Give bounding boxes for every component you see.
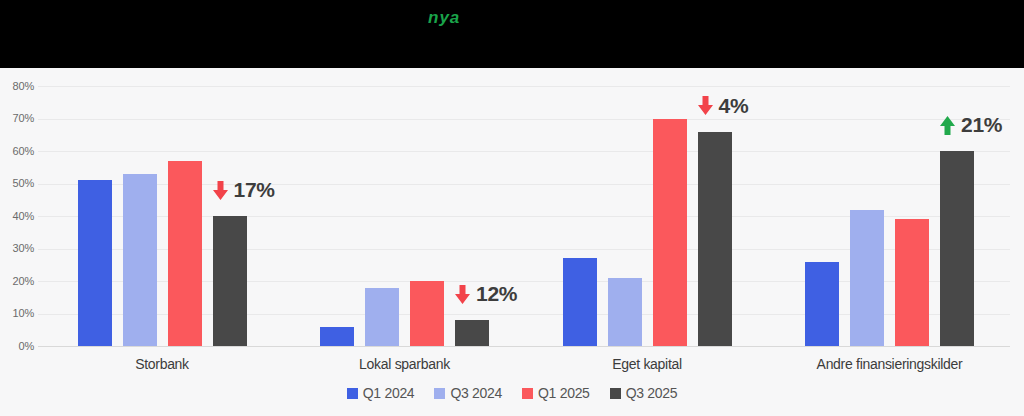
gridline	[38, 86, 1010, 87]
y-axis-tick-label: 20%	[4, 275, 34, 287]
x-axis-category-label: Andre finansieringskilder	[740, 356, 1024, 372]
change-annotation: 17%	[213, 178, 275, 202]
bar-q1-2025-eget-kapital	[653, 119, 687, 347]
gridline	[38, 346, 1010, 347]
bar-q1-2024-andre-finansieringskilder	[805, 262, 839, 347]
y-axis-tick-label: 30%	[4, 242, 34, 254]
bar-q1-2025-storbank	[168, 161, 202, 346]
change-annotation: 4%	[698, 94, 749, 118]
bar-q1-2024-eget-kapital	[563, 258, 597, 346]
arrow-up-icon	[940, 116, 955, 135]
change-annotation: 21%	[940, 113, 1002, 137]
arrow-down-icon	[455, 285, 470, 304]
arrow-down-icon	[213, 181, 228, 200]
change-percentage: 17%	[234, 178, 275, 202]
legend-item: Q1 2024	[347, 385, 415, 401]
bar-q3-2024-storbank	[123, 174, 157, 346]
arrow-down-icon	[698, 96, 713, 115]
legend-label: Q3 2025	[626, 385, 678, 401]
bar-q3-2025-storbank	[213, 216, 247, 346]
legend-label: Q1 2025	[538, 385, 590, 401]
legend-swatch	[434, 388, 445, 399]
change-percentage: 12%	[476, 282, 517, 306]
bar-q3-2025-lokal-sparbank	[455, 320, 489, 346]
y-axis-tick-label: 50%	[4, 177, 34, 189]
y-axis-tick-label: 40%	[4, 210, 34, 222]
bar-q1-2024-storbank	[78, 180, 112, 346]
gridline	[38, 151, 1010, 152]
bar-q1-2024-lokal-sparbank	[320, 327, 354, 347]
logo-text: nya	[428, 8, 460, 28]
bar-q3-2024-lokal-sparbank	[365, 288, 399, 347]
change-percentage: 21%	[961, 113, 1002, 137]
gridline	[38, 119, 1010, 120]
bar-q1-2025-andre-finansieringskilder	[895, 219, 929, 346]
change-annotation: 12%	[455, 282, 517, 306]
bar-q3-2025-eget-kapital	[698, 132, 732, 347]
change-percentage: 4%	[719, 94, 749, 118]
legend-item: Q1 2025	[522, 385, 590, 401]
y-axis-tick-label: 80%	[4, 80, 34, 92]
legend: Q1 2024 Q3 2024 Q1 2025 Q3 2025	[0, 385, 1024, 401]
y-axis-tick-label: 70%	[4, 112, 34, 124]
bar-q1-2025-lokal-sparbank	[410, 281, 444, 346]
legend-item: Q3 2025	[610, 385, 678, 401]
legend-swatch	[522, 388, 533, 399]
canvas: nya 0%10%20%30%40%50%60%70%80%StorbankLo…	[0, 0, 1024, 416]
legend-swatch	[347, 388, 358, 399]
header-bar: nya	[0, 0, 1024, 68]
bar-q3-2024-eget-kapital	[608, 278, 642, 346]
bar-q3-2025-andre-finansieringskilder	[940, 151, 974, 346]
bar-q3-2024-andre-finansieringskilder	[850, 210, 884, 347]
legend-label: Q1 2024	[363, 385, 415, 401]
legend-swatch	[610, 388, 621, 399]
legend-item: Q3 2024	[434, 385, 502, 401]
y-axis-tick-label: 60%	[4, 145, 34, 157]
legend-label: Q3 2024	[450, 385, 502, 401]
y-axis-tick-label: 10%	[4, 307, 34, 319]
y-axis-tick-label: 0%	[4, 340, 34, 352]
